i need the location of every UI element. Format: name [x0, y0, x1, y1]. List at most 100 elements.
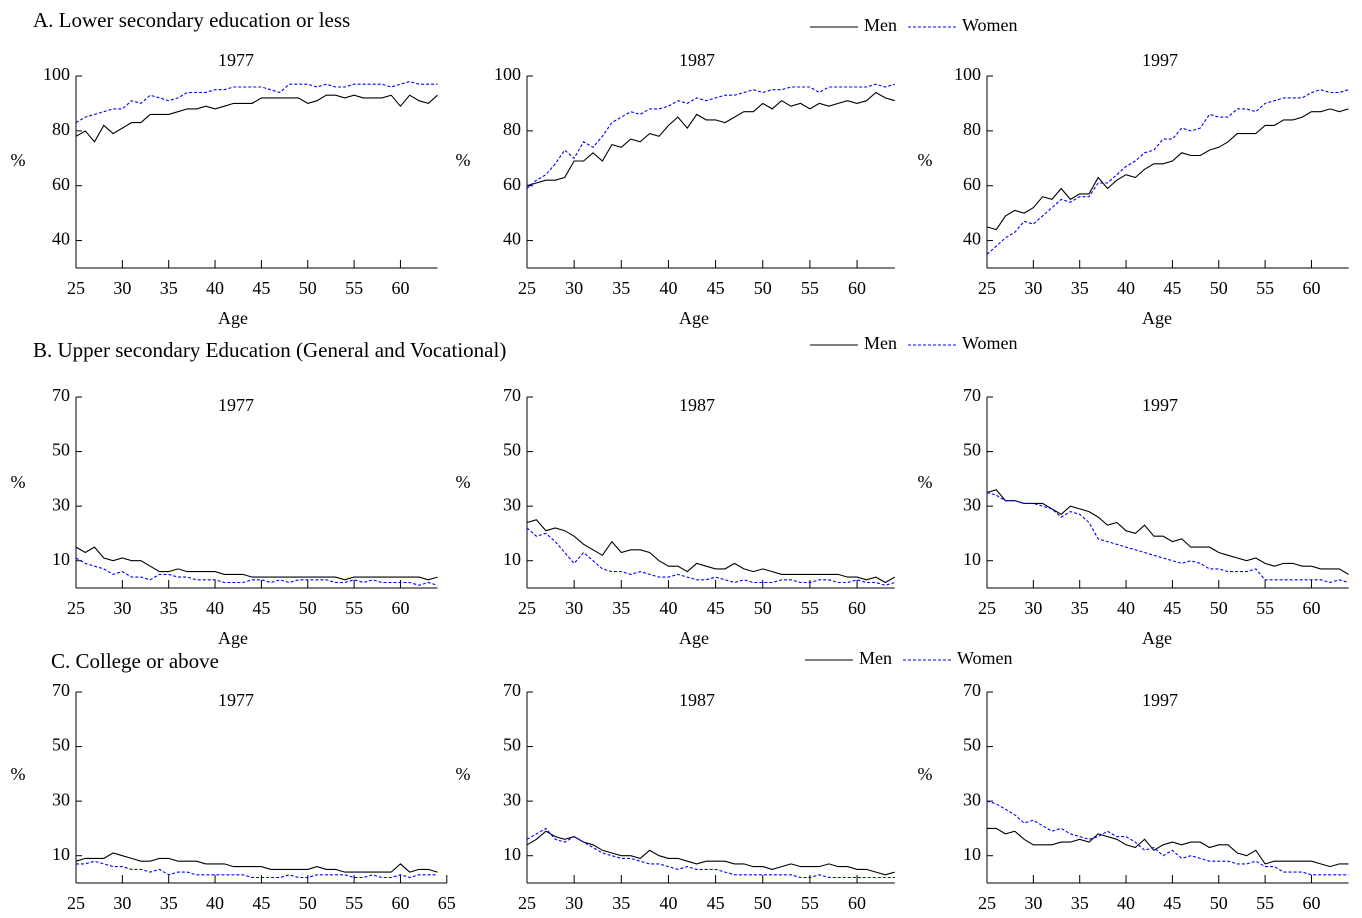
y-tick-label: 50 [963, 440, 981, 460]
y-tick-label: 60 [503, 174, 521, 194]
y-tick-label: 10 [503, 549, 521, 569]
x-tick-label: 30 [1024, 278, 1042, 298]
x-tick-label: 25 [978, 598, 996, 618]
x-tick-label: 60 [391, 893, 409, 913]
legend-label: Women [962, 333, 1018, 353]
panel-title: 1977 [218, 50, 254, 70]
legend-label: Men [859, 648, 892, 668]
y-tick-label: 50 [503, 735, 521, 755]
y-tick-label: 30 [963, 494, 981, 514]
x-tick-label: 25 [978, 278, 996, 298]
y-tick-label: 50 [503, 440, 521, 460]
x-tick-label: 50 [754, 278, 772, 298]
panel-title: 1997 [1142, 690, 1178, 710]
x-tick-label: 65 [438, 893, 456, 913]
y-tick-label: 10 [963, 844, 981, 864]
y-axis-label: % [11, 472, 26, 492]
series-line [75, 852, 438, 873]
series-line [987, 827, 1349, 868]
x-tick-label: 60 [848, 893, 866, 913]
y-tick-label: 100 [954, 64, 981, 84]
x-tick-label: 40 [206, 598, 224, 618]
y-tick-label: 10 [503, 844, 521, 864]
x-tick-label: 45 [1163, 893, 1181, 913]
x-tick-label: 60 [1302, 893, 1320, 913]
x-tick-label: 55 [801, 598, 819, 618]
y-tick-label: 30 [52, 494, 70, 514]
series-line [986, 89, 1349, 255]
x-tick-label: 30 [113, 278, 131, 298]
y-tick-label: 70 [503, 385, 521, 405]
x-axis-label: Age [1142, 628, 1172, 648]
x-tick-label: 30 [565, 278, 583, 298]
panel-title: 1987 [679, 50, 715, 70]
y-tick-label: 50 [52, 735, 70, 755]
x-axis-label: Age [679, 308, 709, 328]
x-tick-label: 60 [1302, 598, 1320, 618]
legend-label: Women [957, 648, 1013, 668]
y-tick-label: 80 [963, 119, 981, 139]
x-tick-label: 60 [391, 598, 409, 618]
series-line [75, 546, 438, 581]
y-axis-label: % [918, 150, 933, 170]
x-tick-label: 55 [801, 278, 819, 298]
y-tick-label: 80 [503, 119, 521, 139]
x-tick-label: 35 [612, 278, 630, 298]
x-tick-label: 40 [1117, 598, 1135, 618]
y-tick-label: 40 [52, 229, 70, 249]
x-axis-label: Age [218, 308, 248, 328]
x-tick-label: 35 [160, 278, 178, 298]
x-tick-label: 35 [1071, 893, 1089, 913]
y-tick-label: 70 [963, 680, 981, 700]
y-tick-label: 70 [52, 385, 70, 405]
x-tick-label: 30 [1024, 598, 1042, 618]
y-tick-label: 30 [503, 494, 521, 514]
x-tick-label: 40 [659, 893, 677, 913]
x-tick-label: 25 [518, 893, 536, 913]
x-tick-label: 25 [518, 278, 536, 298]
x-tick-label: 60 [848, 278, 866, 298]
legend-label: Men [864, 333, 897, 353]
x-tick-label: 25 [978, 893, 996, 913]
x-tick-label: 45 [707, 893, 725, 913]
x-axis-label: Age [679, 628, 709, 648]
series-line [75, 80, 438, 124]
x-tick-label: 60 [848, 598, 866, 618]
x-tick-label: 55 [1256, 278, 1274, 298]
x-tick-label: 45 [1163, 278, 1181, 298]
y-tick-label: 30 [52, 789, 70, 809]
series-line [986, 489, 1349, 575]
x-axis-label: Age [218, 628, 248, 648]
section-heading: A. Lower secondary education or less [33, 8, 350, 32]
x-tick-label: 25 [67, 893, 85, 913]
legend-label: Men [864, 15, 897, 35]
x-tick-label: 55 [1256, 598, 1274, 618]
x-tick-label: 50 [1210, 893, 1228, 913]
y-tick-label: 40 [503, 229, 521, 249]
panel-title: 1987 [679, 395, 715, 415]
series-line [526, 830, 895, 876]
y-tick-label: 60 [52, 174, 70, 194]
y-tick-label: 10 [963, 549, 981, 569]
x-tick-label: 60 [391, 278, 409, 298]
y-tick-label: 70 [52, 680, 70, 700]
x-tick-label: 35 [1071, 598, 1089, 618]
series-line [75, 94, 438, 143]
x-tick-label: 30 [113, 893, 131, 913]
y-tick-label: 30 [503, 789, 521, 809]
x-tick-label: 30 [1024, 893, 1042, 913]
x-tick-label: 45 [252, 278, 270, 298]
x-tick-label: 60 [1302, 278, 1320, 298]
section-heading: C. College or above [51, 649, 219, 673]
series-line [526, 83, 895, 189]
x-tick-label: 50 [754, 893, 772, 913]
x-tick-label: 50 [754, 598, 772, 618]
x-tick-label: 50 [299, 278, 317, 298]
x-axis-label: Age [1142, 308, 1172, 328]
y-tick-label: 80 [52, 119, 70, 139]
x-tick-label: 35 [160, 598, 178, 618]
y-tick-label: 100 [43, 64, 70, 84]
y-tick-label: 70 [503, 680, 521, 700]
legend-label: Women [962, 15, 1018, 35]
